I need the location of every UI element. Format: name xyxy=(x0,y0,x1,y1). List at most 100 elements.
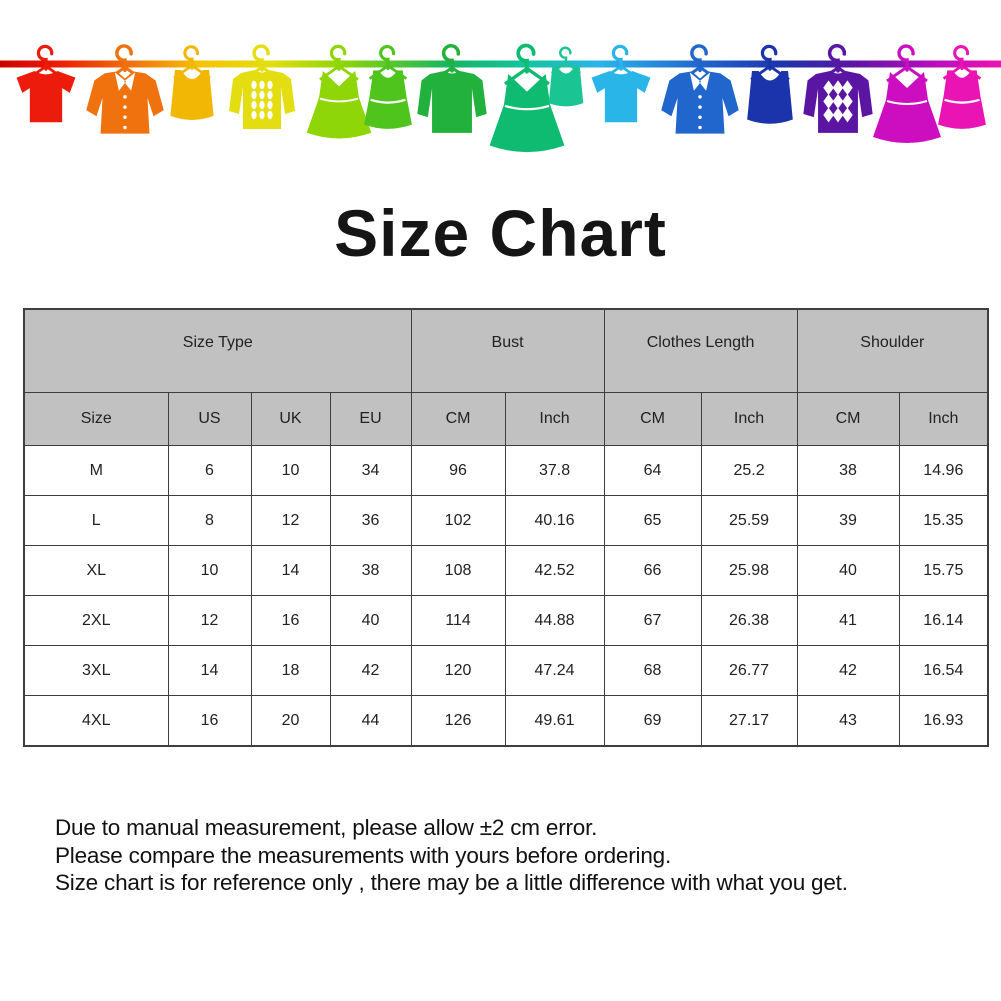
table-cell: 15.35 xyxy=(898,495,989,546)
table-cell: 4XL xyxy=(23,695,169,747)
table-cell: L xyxy=(23,495,169,546)
sweater-icon xyxy=(417,44,487,133)
table-cell: 36 xyxy=(329,495,412,546)
table-cell: 42 xyxy=(329,645,412,696)
table-row: XL 10 14 38 108 42.52 66 25.98 40 15.75 xyxy=(23,545,989,596)
table-cell: 69 xyxy=(603,695,702,747)
table-cell: 27.17 xyxy=(700,695,798,747)
group-header-cell: Size Type xyxy=(23,308,412,393)
table-cell: 102 xyxy=(410,495,506,546)
table-cell: 67 xyxy=(603,595,702,646)
tank-top-icon xyxy=(548,46,584,107)
size-chart-table: Size Type Bust Clothes Length Shoulder Size U… xyxy=(23,308,990,747)
group-header-cell: Clothes Length xyxy=(603,308,798,393)
table-cell: 114 xyxy=(410,595,506,646)
note-line: Size chart is for reference only , there… xyxy=(55,870,848,895)
table-cell: 16.54 xyxy=(898,645,989,696)
table-cell: 14.96 xyxy=(898,445,989,496)
table-cell: 2XL xyxy=(23,595,169,646)
tank-dress-icon xyxy=(938,45,986,129)
tank-dress-icon xyxy=(364,45,412,129)
table-cell: 34 xyxy=(329,445,412,496)
t-shirt-icon xyxy=(591,44,651,123)
clothesline-banner xyxy=(0,43,1001,153)
table-row: 2XL 12 16 40 114 44.88 67 26.38 41 16.14 xyxy=(23,595,989,646)
table-cell: 40 xyxy=(796,545,900,596)
table-cell: 16 xyxy=(250,595,331,646)
table-cell: 25.98 xyxy=(700,545,798,596)
table-cell: 126 xyxy=(410,695,506,747)
table-cell: 12 xyxy=(250,495,331,546)
group-header-cell: Shoulder xyxy=(796,308,989,393)
table-cell: 20 xyxy=(250,695,331,747)
column-header-cell: CM xyxy=(796,392,900,446)
table-cell: XL xyxy=(23,545,169,596)
clothesline-rope xyxy=(0,60,1001,68)
table-column-header-row: Size US UK EU CM Inch CM Inch CM Inch xyxy=(23,392,989,446)
column-header-cell: US xyxy=(167,392,252,446)
table-cell: 120 xyxy=(410,645,506,696)
table-cell: 37.8 xyxy=(504,445,605,496)
page-title: Size Chart xyxy=(334,196,667,270)
table-cell: 16.93 xyxy=(898,695,989,747)
table-group-header-row: Size Type Bust Clothes Length Shoulder xyxy=(23,308,989,393)
tank-top-icon xyxy=(747,44,793,124)
column-header-cell: EU xyxy=(329,392,412,446)
table-cell: 41 xyxy=(796,595,900,646)
table-cell: 40.16 xyxy=(504,495,605,546)
table-cell: 8 xyxy=(167,495,252,546)
table-cell: 16.14 xyxy=(898,595,989,646)
table-cell: 3XL xyxy=(23,645,169,696)
shirt-icon xyxy=(661,44,739,134)
table-cell: 44 xyxy=(329,695,412,747)
size-chart-table-wrap: Size Type Bust Clothes Length Shoulder Size U… xyxy=(23,308,1001,747)
shirt-icon xyxy=(86,44,164,134)
table-cell: 40 xyxy=(329,595,412,646)
polka-dot-sweater-icon xyxy=(229,44,295,129)
table-cell: 25.59 xyxy=(700,495,798,546)
table-cell: 10 xyxy=(167,545,252,596)
table-cell: 6 xyxy=(167,445,252,496)
column-header-cell: CM xyxy=(410,392,506,446)
table-cell: 42.52 xyxy=(504,545,605,596)
table-cell: 65 xyxy=(603,495,702,546)
dress-icon xyxy=(306,44,372,139)
table-cell: 68 xyxy=(603,645,702,696)
column-header-cell: UK xyxy=(250,392,331,446)
table-cell: 39 xyxy=(796,495,900,546)
table-cell: 44.88 xyxy=(504,595,605,646)
table-cell: 14 xyxy=(250,545,331,596)
column-header-cell: Inch xyxy=(504,392,605,446)
dress-icon xyxy=(873,44,941,143)
table-cell: 15.75 xyxy=(898,545,989,596)
table-cell: 10 xyxy=(250,445,331,496)
table-cell: 26.77 xyxy=(700,645,798,696)
table-cell: M xyxy=(23,445,169,496)
table-cell: 18 xyxy=(250,645,331,696)
table-cell: 42 xyxy=(796,645,900,696)
table-cell: 16 xyxy=(167,695,252,747)
table-cell: 25.2 xyxy=(700,445,798,496)
column-header-cell: Inch xyxy=(898,392,989,446)
table-cell: 96 xyxy=(410,445,506,496)
table-cell: 38 xyxy=(796,445,900,496)
group-header-cell: Bust xyxy=(410,308,605,393)
column-header-cell: Size xyxy=(23,392,169,446)
table-row: M 6 10 34 96 37.8 64 25.2 38 14.96 xyxy=(23,445,989,496)
t-shirt-icon xyxy=(16,44,76,123)
table-cell: 66 xyxy=(603,545,702,596)
dress-icon xyxy=(489,43,565,153)
table-cell: 26.38 xyxy=(700,595,798,646)
table-cell: 64 xyxy=(603,445,702,496)
table-row: L 8 12 36 102 40.16 65 25.59 39 15.35 xyxy=(23,495,989,546)
table-cell: 43 xyxy=(796,695,900,747)
table-row: 4XL 16 20 44 126 49.61 69 27.17 43 16.93 xyxy=(23,695,989,747)
argyle-sweater-icon xyxy=(803,44,873,133)
table-cell: 38 xyxy=(329,545,412,596)
column-header-cell: CM xyxy=(603,392,702,446)
disclaimer-notes: Due to manual measurement, please allow … xyxy=(55,814,848,897)
note-line: Due to manual measurement, please allow … xyxy=(55,815,598,840)
table-cell: 49.61 xyxy=(504,695,605,747)
column-header-cell: Inch xyxy=(700,392,798,446)
tank-top-icon xyxy=(170,45,214,120)
